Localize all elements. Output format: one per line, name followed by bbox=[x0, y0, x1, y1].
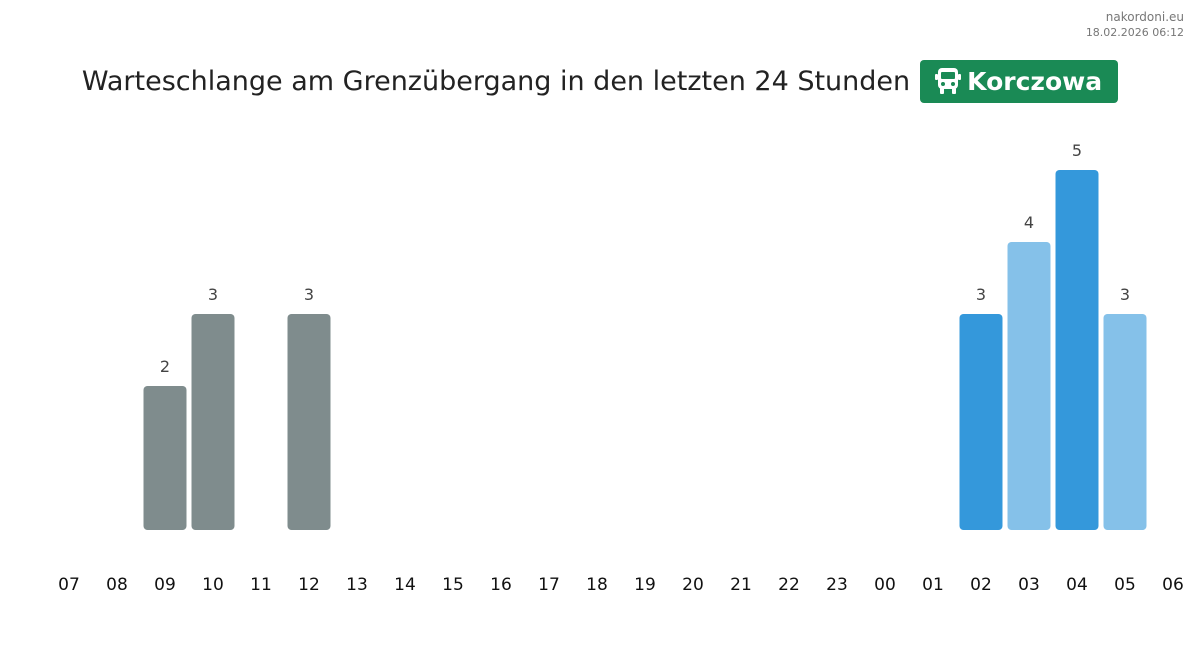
x-tick-label: 20 bbox=[682, 575, 704, 595]
timestamp: 18.02.2026 06:12 bbox=[1085, 26, 1184, 39]
x-tick-label: 17 bbox=[538, 575, 560, 595]
x-tick-label: 18 bbox=[586, 575, 608, 595]
x-tick-label: 07 bbox=[58, 575, 80, 595]
x-tick-label: 16 bbox=[490, 575, 512, 595]
x-tick-label: 21 bbox=[730, 575, 752, 595]
bar-value-label: 4 bbox=[1024, 213, 1034, 232]
chart-title: Warteschlange am Grenzübergang in den le… bbox=[81, 65, 911, 97]
bus-icon bbox=[935, 67, 962, 95]
bar-value-label: 5 bbox=[1072, 141, 1082, 160]
bar-value-label: 3 bbox=[1120, 285, 1130, 304]
x-tick-label: 10 bbox=[202, 575, 224, 595]
bar-value-label: 3 bbox=[304, 285, 314, 304]
x-tick-label: 02 bbox=[970, 575, 992, 595]
bar-02 bbox=[959, 314, 1003, 530]
x-tick-label: 22 bbox=[778, 575, 800, 595]
chart-header: Warteschlange am Grenzübergang in den le… bbox=[0, 59, 1200, 103]
site-info: nakordoni.eu 18.02.2026 06:12 bbox=[1086, 9, 1184, 40]
x-tick-label: 15 bbox=[442, 575, 464, 595]
bar-value-label: 2 bbox=[160, 357, 170, 376]
x-tick-label: 11 bbox=[250, 575, 272, 595]
bar-03 bbox=[1007, 242, 1051, 530]
crossing-badge: Korczowa bbox=[920, 59, 1119, 103]
x-tick-label: 05 bbox=[1114, 575, 1136, 595]
bar-05 bbox=[1103, 314, 1147, 530]
x-tick-label: 08 bbox=[106, 575, 128, 595]
x-tick-label: 13 bbox=[346, 575, 368, 595]
x-tick-label: 12 bbox=[298, 575, 320, 595]
crossing-name: Korczowa bbox=[967, 66, 1103, 96]
bar-04 bbox=[1055, 170, 1099, 530]
bar-09 bbox=[143, 386, 187, 530]
x-tick-label: 14 bbox=[394, 575, 416, 595]
x-tick-label: 23 bbox=[826, 575, 848, 595]
x-tick-label: 01 bbox=[922, 575, 944, 595]
x-tick-label: 03 bbox=[1018, 575, 1040, 595]
bar-value-label: 3 bbox=[208, 285, 218, 304]
x-tick-label: 09 bbox=[154, 575, 176, 595]
x-tick-label: 19 bbox=[634, 575, 656, 595]
site-name: nakordoni.eu bbox=[1105, 10, 1184, 24]
x-tick-label: 06 bbox=[1162, 575, 1184, 595]
bar-10 bbox=[191, 314, 235, 530]
x-tick-label: 04 bbox=[1066, 575, 1088, 595]
bar-12 bbox=[287, 314, 331, 530]
bar-value-label: 3 bbox=[976, 285, 986, 304]
x-tick-label: 00 bbox=[874, 575, 896, 595]
